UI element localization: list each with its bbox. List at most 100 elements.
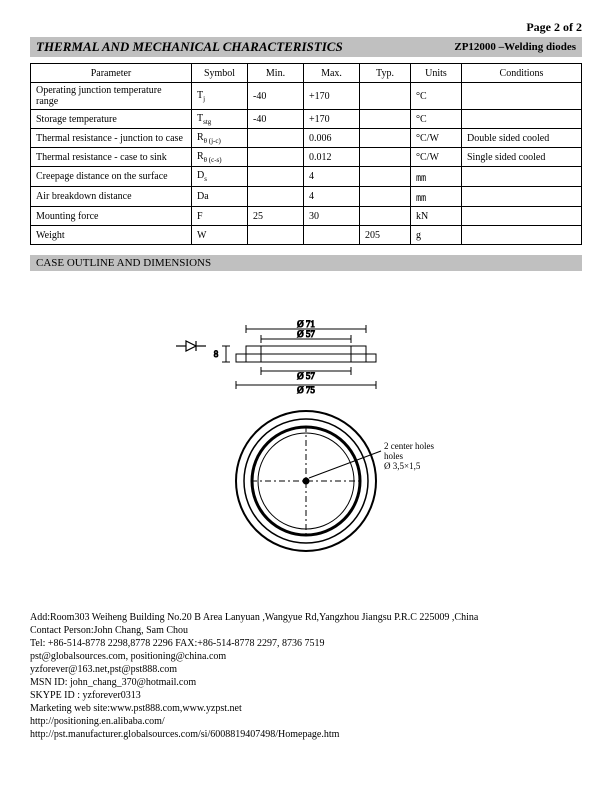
dim-h8: 8 [214,349,219,359]
contact-line: MSN ID: john_chang_370@hotmail.com [30,676,582,689]
cell-max: 4 [304,187,360,207]
cell-typ [360,110,411,129]
cell-max: 0.006 [304,129,360,148]
spec-table: Parameter Symbol Min. Max. Typ. Units Co… [30,63,582,245]
cell-min [248,129,304,148]
th-symbol: Symbol [192,64,248,83]
cell-param: Thermal resistance - case to sink [31,148,192,167]
table-row: WeightW 205g [31,226,582,245]
cell-sym: Tj [192,83,248,110]
cell-min [248,167,304,187]
cell-unit: °C/W [411,129,462,148]
contact-line: SKYPE ID : yzforever0313 [30,689,582,702]
cell-typ [360,148,411,167]
table-row: Storage temperatureTstg-40+170 °C [31,110,582,129]
cell-typ [360,83,411,110]
contact-line: Marketing web site:www.pst888.com,www.yz… [30,702,582,715]
cell-min [248,187,304,207]
side-view: Ø 71 Ø 57 Ø 57 Ø 75 8 [214,319,376,395]
table-row: Thermal resistance - case to sinkRθ (c-s… [31,148,582,167]
table-row: Creepage distance on the surfaceDs 4 ㎜ [31,167,582,187]
cell-typ [360,167,411,187]
section-title: THERMAL AND MECHANICAL CHARACTERISTICS [36,39,343,55]
cell-max: 4 [304,167,360,187]
cell-max: +170 [304,83,360,110]
page-number: Page 2 of 2 [30,20,582,35]
cell-unit: ㎜ [411,187,462,207]
cell-param: Thermal resistance - junction to case [31,129,192,148]
cell-unit: kN [411,207,462,226]
contact-line: http://pst.manufacturer.globalsources.co… [30,728,582,741]
cell-cond [462,207,582,226]
cell-cond [462,83,582,110]
contact-line: Add:Room303 Weiheng Building No.20 B Are… [30,611,582,624]
th-max: Max. [304,64,360,83]
cell-cond [462,226,582,245]
cell-unit: °C [411,110,462,129]
cell-param: Operating junction temperature range [31,83,192,110]
part-info: ZP12000 –Welding diodes [454,41,576,53]
th-units: Units [411,64,462,83]
contact-line: http://positioning.en.alibaba.com/ [30,715,582,728]
center-holes-label: 2 center holes [384,441,434,451]
cell-min: -40 [248,110,304,129]
cell-unit: °C [411,83,462,110]
cell-cond: Double sided cooled [462,129,582,148]
cell-max: 0.012 [304,148,360,167]
cell-max: +170 [304,110,360,129]
dim-d75: Ø 75 [297,385,315,395]
cell-unit: g [411,226,462,245]
cell-max [304,226,360,245]
cell-cond: Single sided cooled [462,148,582,167]
cell-typ [360,207,411,226]
dim-d71: Ø 71 [297,319,315,329]
cell-cond [462,110,582,129]
cell-sym: Da [192,187,248,207]
table-row: Mounting forceF2530 kN [31,207,582,226]
part-number: ZP12000 [454,41,496,53]
cell-sym: Rθ (c-s) [192,148,248,167]
th-parameter: Parameter [31,64,192,83]
diode-symbol-icon [176,341,206,351]
contact-line: pst@globalsources.com, positioning@china… [30,650,582,663]
cell-typ [360,129,411,148]
cell-sym: Ds [192,167,248,187]
contact-line: Contact Person:John Chang, Sam Chou [30,624,582,637]
cell-param: Creepage distance on the surface [31,167,192,187]
th-typ: Typ. [360,64,411,83]
cell-sym: W [192,226,248,245]
th-min: Min. [248,64,304,83]
contact-line: yzforever@163.net,pst@pst888.com [30,663,582,676]
table-row: Thermal resistance - junction to caseRθ … [31,129,582,148]
cell-min: -40 [248,83,304,110]
cell-cond [462,187,582,207]
cell-cond [462,167,582,187]
table-row: Operating junction temperature rangeTj-4… [31,83,582,110]
cell-param: Mounting force [31,207,192,226]
contact-line: Tel: +86-514-8778 2298,8778 2296 FAX:+86… [30,637,582,650]
outline-title-bar: CASE OUTLINE AND DIMENSIONS [30,255,582,271]
cell-min: 25 [248,207,304,226]
dim-d57a: Ø 57 [297,329,315,339]
title-bar: THERMAL AND MECHANICAL CHARACTERISTICS Z… [30,37,582,57]
cell-param: Storage temperature [31,110,192,129]
th-conditions: Conditions [462,64,582,83]
cell-sym: Tstg [192,110,248,129]
cell-param: Air breakdown distance [31,187,192,207]
cell-typ [360,187,411,207]
cell-sym: F [192,207,248,226]
cell-unit: ㎜ [411,167,462,187]
table-row: Air breakdown distanceDa 4 ㎜ [31,187,582,207]
cell-param: Weight [31,226,192,245]
case-outline-diagram: Ø 71 Ø 57 Ø 57 Ø 75 8 [30,301,582,561]
cell-min [248,226,304,245]
cell-max: 30 [304,207,360,226]
cell-typ: 205 [360,226,411,245]
contact-block: Add:Room303 Weiheng Building No.20 B Are… [30,611,582,741]
top-view [236,411,381,551]
dim-d57b: Ø 57 [297,371,315,381]
cell-unit: °C/W [411,148,462,167]
cell-min [248,148,304,167]
center-holes-dim: Ø 3,5×1,5 [384,461,421,471]
table-header-row: Parameter Symbol Min. Max. Typ. Units Co… [31,64,582,83]
